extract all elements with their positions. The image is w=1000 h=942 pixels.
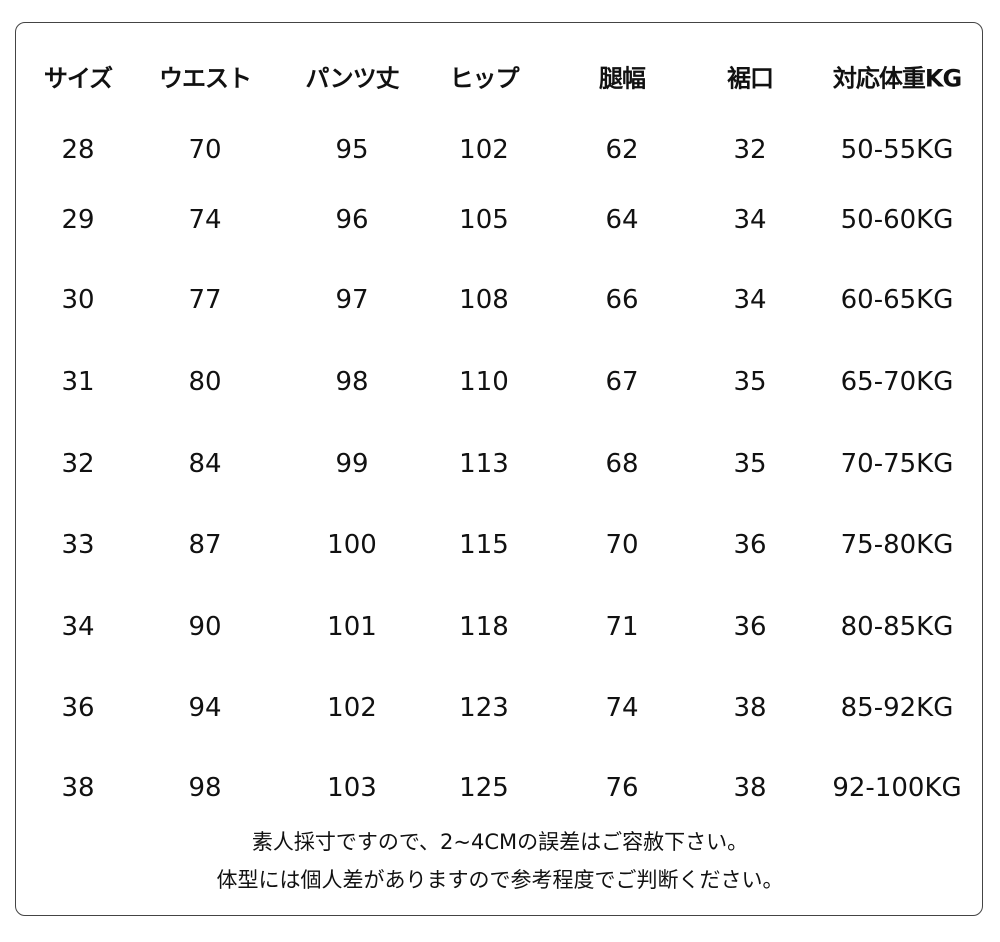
cell-hem: 35: [733, 449, 767, 479]
header-size: サイズ: [43, 64, 113, 93]
cell-thigh: 66: [605, 285, 639, 315]
cell-length: 101: [327, 612, 377, 642]
cell-waist: 80: [188, 367, 222, 397]
cell-thigh: 62: [605, 135, 639, 165]
header-thigh: 腿幅: [599, 64, 646, 93]
cell-hem: 34: [733, 285, 767, 315]
header-length: パンツ丈: [305, 64, 399, 93]
cell-size: 33: [61, 530, 95, 560]
cell-hip: 105: [459, 205, 509, 235]
cell-thigh: 71: [605, 612, 639, 642]
cell-waist: 94: [188, 693, 222, 723]
cell-hem: 32: [733, 135, 767, 165]
cell-thigh: 70: [605, 530, 639, 560]
cell-waist: 87: [188, 530, 222, 560]
cell-length: 103: [327, 773, 377, 803]
cell-length: 99: [335, 449, 369, 479]
cell-hip: 110: [459, 367, 509, 397]
cell-waist: 74: [188, 205, 222, 235]
cell-weight: 80-85KG: [840, 612, 954, 642]
cell-hip: 102: [459, 135, 509, 165]
cell-thigh: 74: [605, 693, 639, 723]
cell-waist: 84: [188, 449, 222, 479]
cell-size: 31: [61, 367, 95, 397]
cell-weight: 50-55KG: [840, 135, 954, 165]
cell-size: 34: [61, 612, 95, 642]
cell-size: 38: [61, 773, 95, 803]
cell-weight: 70-75KG: [840, 449, 954, 479]
note-line-2: 体型には個人差がありますので参考程度でご判断ください。: [216, 868, 784, 892]
cell-hip: 108: [459, 285, 509, 315]
header-hem: 裾口: [727, 64, 774, 93]
cell-thigh: 64: [605, 205, 639, 235]
size-chart-frame: [15, 22, 983, 916]
cell-hem: 38: [733, 773, 767, 803]
cell-hip: 113: [459, 449, 509, 479]
cell-length: 98: [335, 367, 369, 397]
cell-size: 32: [61, 449, 95, 479]
cell-hip: 123: [459, 693, 509, 723]
cell-thigh: 68: [605, 449, 639, 479]
cell-length: 100: [327, 530, 377, 560]
cell-hem: 34: [733, 205, 767, 235]
cell-hem: 36: [733, 612, 767, 642]
cell-hem: 36: [733, 530, 767, 560]
cell-weight: 65-70KG: [840, 367, 954, 397]
cell-length: 97: [335, 285, 369, 315]
cell-waist: 77: [188, 285, 222, 315]
cell-weight: 75-80KG: [840, 530, 954, 560]
cell-hem: 35: [733, 367, 767, 397]
header-hip: ヒップ: [449, 64, 520, 93]
cell-weight: 85-92KG: [840, 693, 954, 723]
cell-length: 102: [327, 693, 377, 723]
cell-hip: 125: [459, 773, 509, 803]
cell-waist: 98: [188, 773, 222, 803]
cell-size: 30: [61, 285, 95, 315]
cell-weight: 50-60KG: [840, 205, 954, 235]
cell-hip: 118: [459, 612, 509, 642]
cell-length: 95: [335, 135, 369, 165]
cell-waist: 90: [188, 612, 222, 642]
header-waist: ウエスト: [159, 64, 252, 93]
cell-thigh: 76: [605, 773, 639, 803]
cell-size: 29: [61, 205, 95, 235]
cell-size: 28: [61, 135, 95, 165]
cell-size: 36: [61, 693, 95, 723]
header-weight: 対応体重KG: [832, 64, 962, 93]
cell-hem: 38: [733, 693, 767, 723]
cell-weight: 92-100KG: [832, 773, 962, 803]
cell-weight: 60-65KG: [840, 285, 954, 315]
note-line-1: 素人採寸ですので、2~4CMの誤差はご容赦下さい。: [251, 830, 749, 854]
cell-waist: 70: [188, 135, 222, 165]
cell-hip: 115: [459, 530, 509, 560]
cell-length: 96: [335, 205, 369, 235]
cell-thigh: 67: [605, 367, 639, 397]
